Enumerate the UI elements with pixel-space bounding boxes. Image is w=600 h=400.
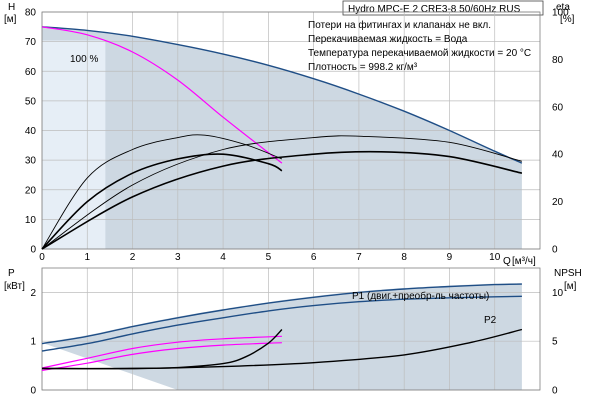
y-left-tick-label: 2: [30, 288, 36, 299]
pump_envelope-curve: [41, 26, 523, 164]
system-curve-label: 100 %: [70, 54, 98, 65]
eta-axis-unit: [%]: [560, 14, 575, 25]
y-left-tick-label: 80: [25, 8, 37, 19]
system-curve: [41, 26, 283, 164]
y-left-tick-label: 0: [30, 245, 36, 256]
y-left-tick-label: 10: [25, 215, 37, 226]
npsh-curve: [41, 328, 523, 370]
y-right-tick-label: 0: [552, 245, 558, 256]
y-right-tick-label: 100: [552, 8, 569, 19]
x-tick-label: 3: [175, 252, 181, 263]
x-tick-label: 8: [401, 252, 407, 263]
lower-panel: 0 1 2 0 5 10: [30, 267, 564, 397]
system-P1-curve: [41, 335, 282, 369]
p1-curve-label: P1 (двиг.+преобр-ль частоты): [352, 290, 489, 302]
y-left-tick-label: 0: [30, 386, 36, 397]
y-left-tick-label: 1: [30, 337, 36, 348]
x-tick-label: 4: [220, 252, 226, 263]
x-tick-label: 10: [489, 252, 501, 263]
efficiency-min-curve: [41, 150, 523, 250]
power-axis-unit: [кВт]: [4, 281, 25, 292]
p2-curve: [41, 295, 522, 352]
low-flow-area: [42, 40, 106, 249]
efficiency-min-curve: [41, 153, 283, 250]
y-left-tick-label: 40: [25, 126, 37, 137]
npsh-axis-unit: [м]: [564, 281, 577, 292]
y-left-tick-label: 20: [25, 185, 37, 196]
y-right-tick-label: 40: [552, 150, 564, 161]
chart-title: Hydro MPC-E 2 CRE3-8 50/60Hz RUS: [348, 4, 521, 15]
y-left-tick-label: 70: [25, 37, 37, 48]
power-axis-label: P: [8, 268, 15, 279]
flow-axis-label: Q: [503, 256, 511, 267]
y-right-tick-label: 60: [552, 102, 564, 113]
y-right-tick-label: 80: [552, 55, 564, 66]
flow-axis-unit: [м³/ч]: [512, 256, 536, 267]
npsh-axis-label: NPSH: [554, 268, 582, 279]
x-tick-label: 0: [39, 252, 45, 263]
x-tick-label: 2: [130, 252, 136, 263]
plot-frame: [41, 11, 541, 250]
y-left-tick-label: 60: [25, 67, 37, 78]
p1-curve: [41, 283, 522, 345]
upper-panel: 0 1 2 3 4 5 6 7 8 9 100102030405060708002040608010…: [25, 8, 569, 264]
y-right-tick-label: 20: [552, 197, 564, 208]
y-left-tick-label: 50: [25, 96, 37, 107]
note-liquid: Перекачиваемая жидкость = Вода: [308, 34, 468, 45]
x-tick-label: 9: [447, 252, 453, 263]
efficiency-max-curve: [41, 135, 523, 250]
power-area: [42, 283, 522, 390]
note-density: Плотность = 998.2 кг/м³: [308, 62, 418, 73]
head-axis-unit: [м]: [4, 14, 17, 25]
y-right-tick-label: 0: [552, 386, 558, 397]
x-tick-label: 1: [84, 252, 90, 263]
p2-curve-label: P2: [484, 315, 497, 326]
y-left-tick-label: 30: [25, 156, 37, 167]
note-temperature: Температура перекачиваемой жидкости = 20…: [308, 48, 531, 59]
y-right-tick-label: 5: [552, 337, 558, 348]
eta-axis-label: eta: [556, 2, 570, 13]
y-right-tick-label: 10: [552, 288, 564, 299]
x-tick-label: 7: [356, 252, 362, 263]
title-box: [342, 0, 544, 16]
note-fittings: Потери на фитингах и клапанах не вкл.: [308, 19, 491, 31]
x-tick-label: 6: [311, 252, 317, 263]
plot-frame: [41, 267, 541, 391]
operating-area: [42, 26, 522, 249]
x-tick-label: 5: [266, 252, 272, 263]
system-P2-curve: [41, 342, 282, 372]
head-axis-label: H: [8, 2, 15, 13]
